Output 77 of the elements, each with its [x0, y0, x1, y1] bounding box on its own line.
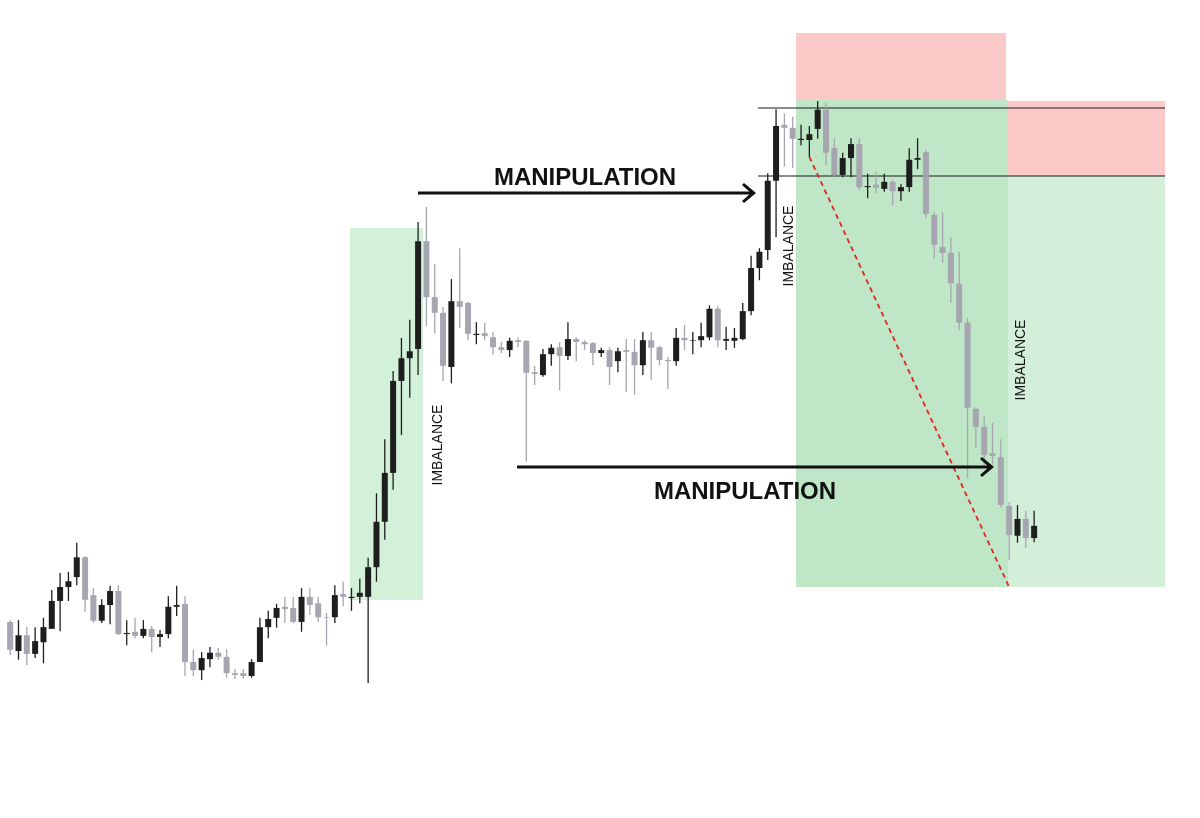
candlestick [972, 406, 979, 449]
candlestick [614, 347, 621, 373]
candlestick [306, 587, 313, 616]
candlestick [673, 327, 680, 367]
candlestick [1014, 504, 1021, 544]
candlestick [315, 596, 322, 623]
candlestick [847, 137, 854, 178]
candlestick [431, 263, 438, 334]
candlestick [398, 337, 405, 436]
candlestick [173, 585, 180, 617]
candlestick [506, 337, 513, 358]
candlestick [223, 648, 230, 679]
candlestick [914, 137, 921, 170]
annotation: IMBALANCE [429, 404, 445, 486]
candlestick [15, 619, 22, 661]
candlestick [107, 585, 114, 625]
candlestick [539, 348, 546, 378]
candlestick [589, 341, 596, 366]
candlestick [1022, 510, 1029, 549]
candlestick [731, 327, 738, 349]
candlestick [57, 572, 64, 632]
candlestick [897, 183, 904, 202]
candlestick [132, 617, 139, 639]
candlestick [623, 338, 630, 393]
candlestick [781, 112, 788, 168]
candlestick [290, 596, 297, 624]
candlestick [789, 116, 796, 169]
candlestick [340, 581, 347, 607]
candlestick [190, 649, 197, 677]
candlestick [40, 617, 47, 664]
candlestick [573, 336, 580, 362]
candlestick [206, 646, 213, 668]
candlestick [140, 619, 147, 639]
candlestick [889, 179, 896, 206]
annotation: MANIPULATION [493, 162, 677, 190]
candlestick [548, 343, 555, 367]
candlestick [157, 629, 164, 648]
candlestick [531, 365, 538, 386]
candlestick [331, 584, 338, 624]
candlestick [881, 173, 888, 193]
candlestick [806, 125, 813, 158]
candlestick [73, 542, 80, 586]
annotation: IMBALANCE [1012, 319, 1028, 401]
candlestick [814, 100, 821, 140]
candlestick [564, 321, 571, 361]
candlestick [356, 578, 363, 604]
candlestick [514, 336, 521, 348]
candlestick [689, 331, 696, 355]
candlestick [323, 612, 330, 647]
candlestick [406, 319, 413, 399]
candlestick [756, 247, 763, 281]
candlestick [65, 571, 72, 602]
annotation: MANIPULATION [653, 476, 837, 504]
candlestick [23, 626, 30, 666]
candlestick [939, 211, 946, 264]
candlestick [265, 610, 272, 639]
candlestick [198, 651, 205, 681]
candlestick [723, 326, 730, 351]
candlestick [273, 603, 280, 629]
candlestick [698, 322, 705, 348]
candlestick [248, 658, 255, 679]
candlestick [148, 625, 155, 653]
candlestick [231, 668, 238, 680]
candlestick [839, 152, 846, 178]
candlestick [656, 345, 663, 366]
candlestick [32, 626, 39, 659]
candlestick [98, 598, 105, 624]
candlestick [648, 331, 655, 381]
candlestick [490, 331, 497, 356]
annotation: IMBALANCE [780, 205, 796, 287]
candlestick [556, 341, 563, 391]
candlestick [1031, 510, 1038, 543]
candlestick [631, 338, 638, 396]
candlestick [872, 171, 879, 194]
candlestick [606, 346, 613, 386]
candlestick [456, 247, 463, 329]
candlestick [989, 422, 996, 466]
